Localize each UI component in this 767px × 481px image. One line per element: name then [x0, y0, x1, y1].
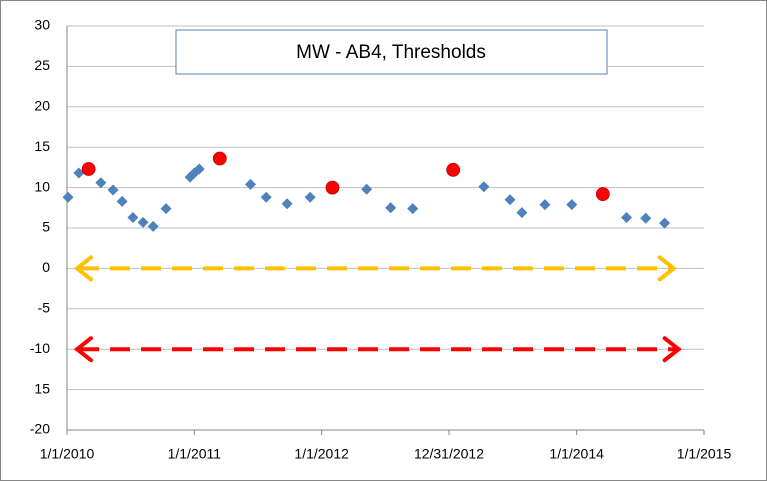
- x-tick-label: 1/1/2011: [168, 446, 222, 462]
- data-point: [566, 199, 578, 211]
- data-point: [595, 187, 610, 201]
- data-point: [407, 203, 419, 215]
- y-tick-label: 20: [34, 98, 50, 114]
- title-box: [175, 29, 608, 75]
- y-tick-label: 25: [34, 57, 50, 73]
- y-tick-label: 0: [42, 259, 50, 275]
- x-tick-label: 1/1/2015: [677, 446, 732, 462]
- data-point: [325, 180, 340, 195]
- data-point: [137, 216, 149, 228]
- x-tick-label: 1/1/2014: [549, 446, 604, 462]
- data-point: [81, 162, 96, 176]
- data-point: [385, 202, 397, 214]
- data-point: [116, 195, 128, 207]
- data-point: [147, 220, 159, 232]
- arrow-head: [73, 255, 94, 282]
- data-point: [244, 178, 256, 190]
- y-tick-label: 5: [42, 219, 50, 235]
- arrow-head: [73, 336, 94, 363]
- plot-area: 30 25 20 15 10 5 0 -5 -10 15 -20 1/1/2010 1/1/2011 1/…: [30, 17, 732, 462]
- data-point: [127, 211, 139, 223]
- y-tick-label: 15: [34, 138, 50, 154]
- y-tick-label: 10: [34, 178, 50, 194]
- data-point: [361, 183, 373, 195]
- y-tick-label: 30: [34, 17, 50, 33]
- data-point: [539, 199, 551, 211]
- data-point: [640, 212, 652, 224]
- data-point: [304, 191, 316, 203]
- data-point: [659, 217, 671, 229]
- data-point: [281, 198, 293, 210]
- x-tick-label: 1/1/2012: [294, 446, 349, 462]
- x-tick-label: 1/1/2010: [40, 446, 95, 462]
- chart-title: MW - AB4, Thresholds: [296, 42, 486, 63]
- y-tick-label: -10: [30, 340, 50, 356]
- data-point: [73, 167, 85, 179]
- y-tick-label: 15: [34, 380, 50, 396]
- data-point: [95, 177, 107, 189]
- data-point: [478, 181, 490, 193]
- arrow-head: [662, 336, 682, 363]
- arrow-head: [657, 255, 677, 282]
- data-point: [160, 203, 172, 215]
- data-point: [446, 162, 461, 177]
- data-point: [193, 163, 205, 175]
- y-tick-label: -20: [30, 421, 50, 437]
- data-point: [504, 194, 516, 206]
- data-point: [621, 211, 633, 223]
- y-tick-label: -5: [38, 300, 51, 316]
- data-point: [62, 191, 74, 203]
- data-point: [212, 151, 227, 166]
- x-tick-label: 12/31/2012: [414, 446, 484, 462]
- data-point: [516, 207, 528, 219]
- data-point: [107, 184, 119, 196]
- data-point: [260, 191, 272, 203]
